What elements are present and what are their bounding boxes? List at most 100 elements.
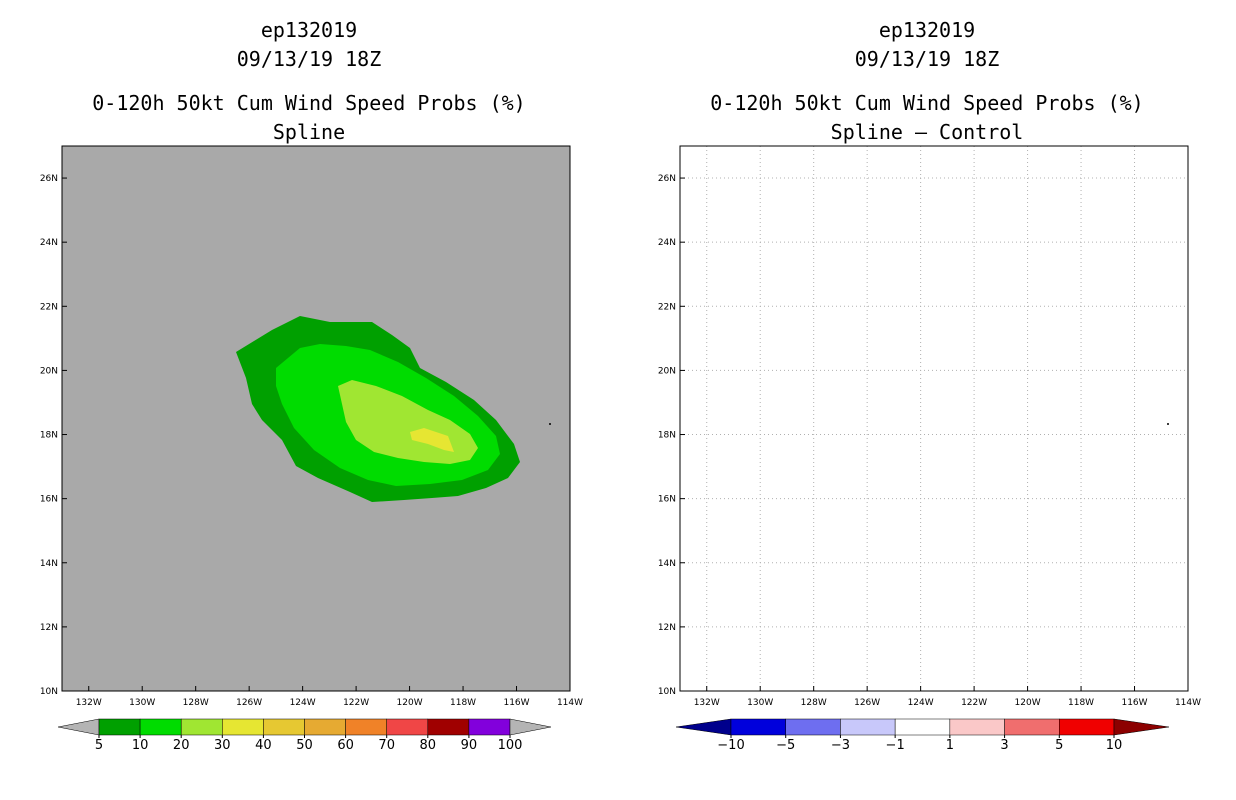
colorbar-label: 3	[1000, 738, 1008, 753]
lon-tick-label: 114W	[557, 698, 583, 708]
lat-tick-label: 20N	[40, 366, 58, 376]
colorbar-under-arrow	[675, 718, 732, 736]
lon-tick-label: 124W	[290, 698, 316, 708]
prob-region-30-40	[410, 428, 454, 452]
lon-tick-label: 130W	[129, 698, 155, 708]
colorbar-bin	[894, 718, 951, 736]
colorbar-label: −1	[886, 738, 905, 753]
right-variant-title: Spline – Control	[830, 120, 1024, 144]
left-product-title: 0-120h 50kt Cum Wind Speed Probs (%)	[92, 91, 526, 115]
lat-tick-label: 14N	[40, 559, 58, 569]
right-map: 26N 24N 22N 20N 18N 16N 14N 12N 10N 132W 130W 128W 1…	[658, 145, 1201, 708]
lat-tick-label: 12N	[40, 623, 58, 633]
colorbar-bin	[139, 718, 182, 736]
colorbar-bin	[785, 718, 841, 736]
colorbar-bin	[468, 718, 511, 736]
colorbar-bin	[263, 718, 305, 736]
lat-tick-label: 14N	[658, 559, 676, 569]
colorbar-label: 30	[214, 738, 231, 753]
lat-tick-label: 20N	[658, 366, 676, 376]
lat-tick-label: 18N	[658, 431, 676, 441]
lon-tick-label: 114W	[1175, 698, 1201, 708]
probability-contours	[236, 316, 520, 502]
lon-tick-label: 116W	[1121, 698, 1147, 708]
lon-tick-label: 120W	[397, 698, 423, 708]
lon-tick-label: 128W	[183, 698, 209, 708]
colorbar-label: 1	[946, 738, 954, 753]
colorbar-label: −5	[776, 738, 795, 753]
right-product-title: 0-120h 50kt Cum Wind Speed Probs (%)	[710, 91, 1144, 115]
left-variant-title: Spline	[272, 120, 346, 144]
left-axes: 26N 24N 22N 20N 18N 16N 14N 12N 10N 132W 130W 128W 1…	[40, 174, 583, 708]
colorbar-label: 20	[173, 738, 190, 753]
colorbar-label: −10	[717, 738, 744, 753]
lon-tick-label: 116W	[503, 698, 529, 708]
lat-tick-label: 24N	[658, 238, 676, 248]
lon-tick-label: 130W	[747, 698, 773, 708]
colorbar-label: 70	[378, 738, 395, 753]
colorbar-label: 50	[296, 738, 313, 753]
colorbar-bin	[949, 718, 1005, 736]
lat-tick-label: 26N	[40, 174, 58, 184]
colorbar-label: 5	[1055, 738, 1063, 753]
left-map: 26N 24N 22N 20N 18N 16N 14N 12N 10N 132W 130W 128W 1…	[40, 145, 583, 708]
colorbar-bin	[304, 718, 346, 736]
colorbar-label: 80	[420, 738, 437, 753]
lon-tick-label: 118W	[450, 698, 476, 708]
colorbar-under-arrow	[57, 718, 100, 736]
colorbar-bin	[1059, 718, 1115, 736]
colorbar-bin	[427, 718, 470, 736]
colorbar-bin	[222, 718, 264, 736]
lon-tick-label: 126W	[236, 698, 262, 708]
lon-tick-label: 118W	[1068, 698, 1094, 708]
colorbar-bin	[98, 718, 141, 736]
colorbar-bin	[345, 718, 387, 736]
colorbar-bin	[386, 718, 429, 736]
colorbar-label: 100	[498, 738, 523, 753]
lat-tick-label: 10N	[658, 687, 676, 697]
colorbar-over-arrow	[1113, 718, 1170, 736]
lat-tick-label: 22N	[40, 302, 58, 312]
lon-tick-label: 128W	[801, 698, 827, 708]
lat-tick-label: 10N	[40, 687, 58, 697]
lon-tick-label: 120W	[1015, 698, 1041, 708]
left-map-frame	[61, 145, 571, 692]
lon-tick-label: 122W	[961, 698, 987, 708]
right-colorbar: −10 −5 −3 −1 1 3 5 10	[675, 718, 1170, 753]
lat-tick-label: 22N	[658, 302, 676, 312]
lat-tick-label: 26N	[658, 174, 676, 184]
right-map-frame	[679, 145, 1189, 692]
colorbar-bin	[730, 718, 786, 736]
right-storm-id: ep132019	[878, 18, 976, 42]
lat-tick-label: 16N	[40, 495, 58, 505]
lon-tick-label: 132W	[694, 698, 720, 708]
lat-tick-label: 16N	[658, 495, 676, 505]
colorbar-label: 40	[255, 738, 272, 753]
lon-tick-label: 124W	[908, 698, 934, 708]
colorbar-label: 5	[95, 738, 103, 753]
colorbar-bin	[1004, 718, 1060, 736]
colorbar-label: 90	[461, 738, 478, 753]
colorbar-over-arrow	[509, 718, 552, 736]
lat-tick-label: 12N	[658, 623, 676, 633]
colorbar-label: 10	[132, 738, 149, 753]
colorbar-bin	[180, 718, 223, 736]
lon-tick-label: 126W	[854, 698, 880, 708]
colorbar-bin	[840, 718, 896, 736]
left-datetime: 09/13/19 18Z	[236, 47, 382, 71]
left-storm-id: ep132019	[260, 18, 358, 42]
right-map-background	[680, 146, 1188, 691]
lat-tick-label: 24N	[40, 238, 58, 248]
colorbar-label: −3	[831, 738, 850, 753]
lat-tick-label: 18N	[40, 431, 58, 441]
left-marker-dot	[549, 423, 551, 425]
left-colorbar: 5 10 20 30 40 50 60 70 80 90 100	[57, 718, 552, 753]
right-axes: 26N 24N 22N 20N 18N 16N 14N 12N 10N 132W 130W 128W 1…	[658, 174, 1201, 708]
right-datetime: 09/13/19 18Z	[854, 47, 1000, 71]
lon-tick-label: 132W	[76, 698, 102, 708]
lon-tick-label: 122W	[343, 698, 369, 708]
colorbar-label: 10	[1106, 738, 1123, 753]
right-marker-dot	[1167, 423, 1169, 425]
colorbar-label: 60	[337, 738, 354, 753]
